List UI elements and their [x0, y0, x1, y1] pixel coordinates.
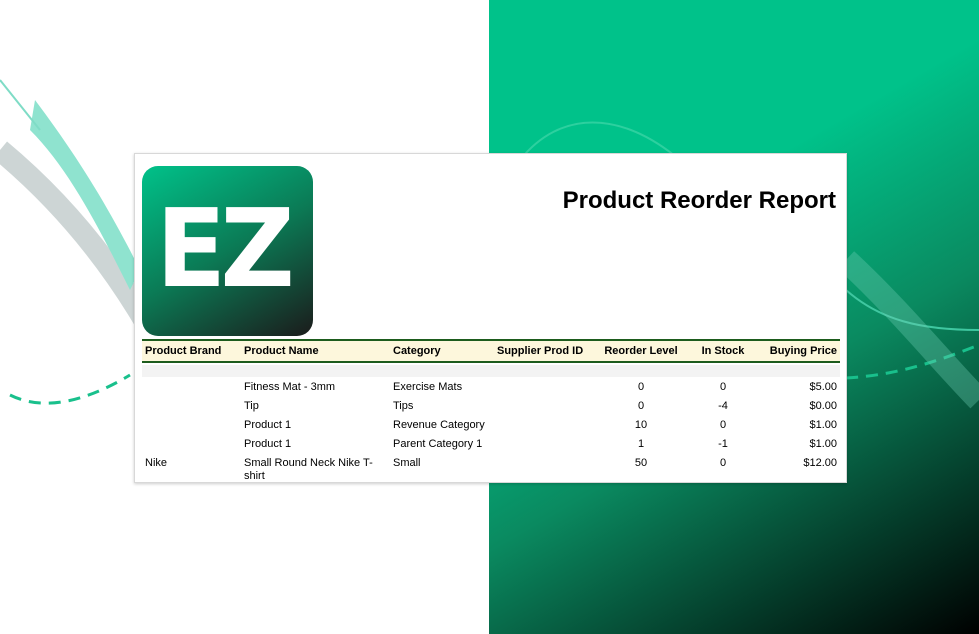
table-row: Fitness Mat - 3mm Exercise Mats 0 0 $5.00 — [142, 379, 840, 398]
cell-price: $1.00 — [809, 438, 837, 450]
cell-brand — [142, 417, 241, 436]
cell-brand — [142, 398, 241, 417]
cell-category: Exercise Mats — [393, 381, 463, 393]
cell-price: $12.00 — [803, 457, 837, 469]
cell-supplier-id — [494, 436, 594, 455]
cell-name: Fitness Mat - 3mm — [244, 381, 336, 393]
cell-reorder: 10 — [634, 419, 648, 431]
cell-reorder: 0 — [637, 381, 645, 393]
column-header: Buying Price — [758, 339, 840, 363]
cell-supplier-id — [494, 398, 594, 417]
cell-price: $0.00 — [809, 400, 837, 412]
cell-brand — [142, 436, 241, 455]
cell-stock: 0 — [719, 457, 727, 469]
cell-brand: Nike — [145, 457, 168, 469]
cell-supplier-id — [494, 455, 594, 485]
ez-logo: EZ — [142, 166, 313, 336]
cell-category: Tips — [393, 400, 414, 412]
column-header: Product Brand — [142, 339, 241, 363]
logo-text: EZ — [156, 187, 295, 312]
report-title: Product Reorder Report — [562, 187, 836, 214]
column-header: Product Name — [241, 339, 390, 363]
reorder-table: Product Brand Product Name Category Supp… — [142, 339, 840, 485]
cell-price: $5.00 — [809, 381, 837, 393]
column-header: In Stock — [688, 339, 758, 363]
column-header: Supplier Prod ID — [494, 339, 594, 363]
table-row: Nike Small Round Neck Nike T-shirt Small 50… — [142, 455, 840, 485]
table-header-row: Product Brand Product Name Category Supp… — [142, 339, 840, 363]
cell-category: Small — [393, 457, 421, 469]
cell-stock: 0 — [719, 419, 727, 431]
cell-name: Small Round Neck Nike T-shirt — [244, 457, 373, 482]
column-header: Reorder Level — [594, 339, 688, 363]
column-header: Category — [390, 339, 494, 363]
table-row: Tip Tips 0 -4 $0.00 — [142, 398, 840, 417]
cell-reorder: 0 — [637, 400, 645, 412]
cell-supplier-id — [494, 379, 594, 398]
group-row — [142, 365, 840, 377]
cell-name: Product 1 — [244, 419, 292, 431]
cell-supplier-id — [494, 417, 594, 436]
cell-reorder: 50 — [634, 457, 648, 469]
cell-price: $1.00 — [809, 419, 837, 431]
cell-reorder: 1 — [637, 438, 645, 450]
report-card: EZ Product Reorder Report Product Brand … — [134, 153, 847, 483]
cell-category: Parent Category 1 — [393, 438, 483, 450]
cell-name: Tip — [244, 400, 259, 412]
table-row: Product 1 Revenue Category 10 0 $1.00 — [142, 417, 840, 436]
cell-category: Revenue Category — [393, 419, 485, 431]
cell-stock: -1 — [718, 438, 728, 450]
cell-name: Product 1 — [244, 438, 292, 450]
cell-stock: 0 — [719, 381, 727, 393]
table-row: Product 1 Parent Category 1 1 -1 $1.00 — [142, 436, 840, 455]
cell-brand — [142, 379, 241, 398]
cell-stock: -4 — [718, 400, 728, 412]
